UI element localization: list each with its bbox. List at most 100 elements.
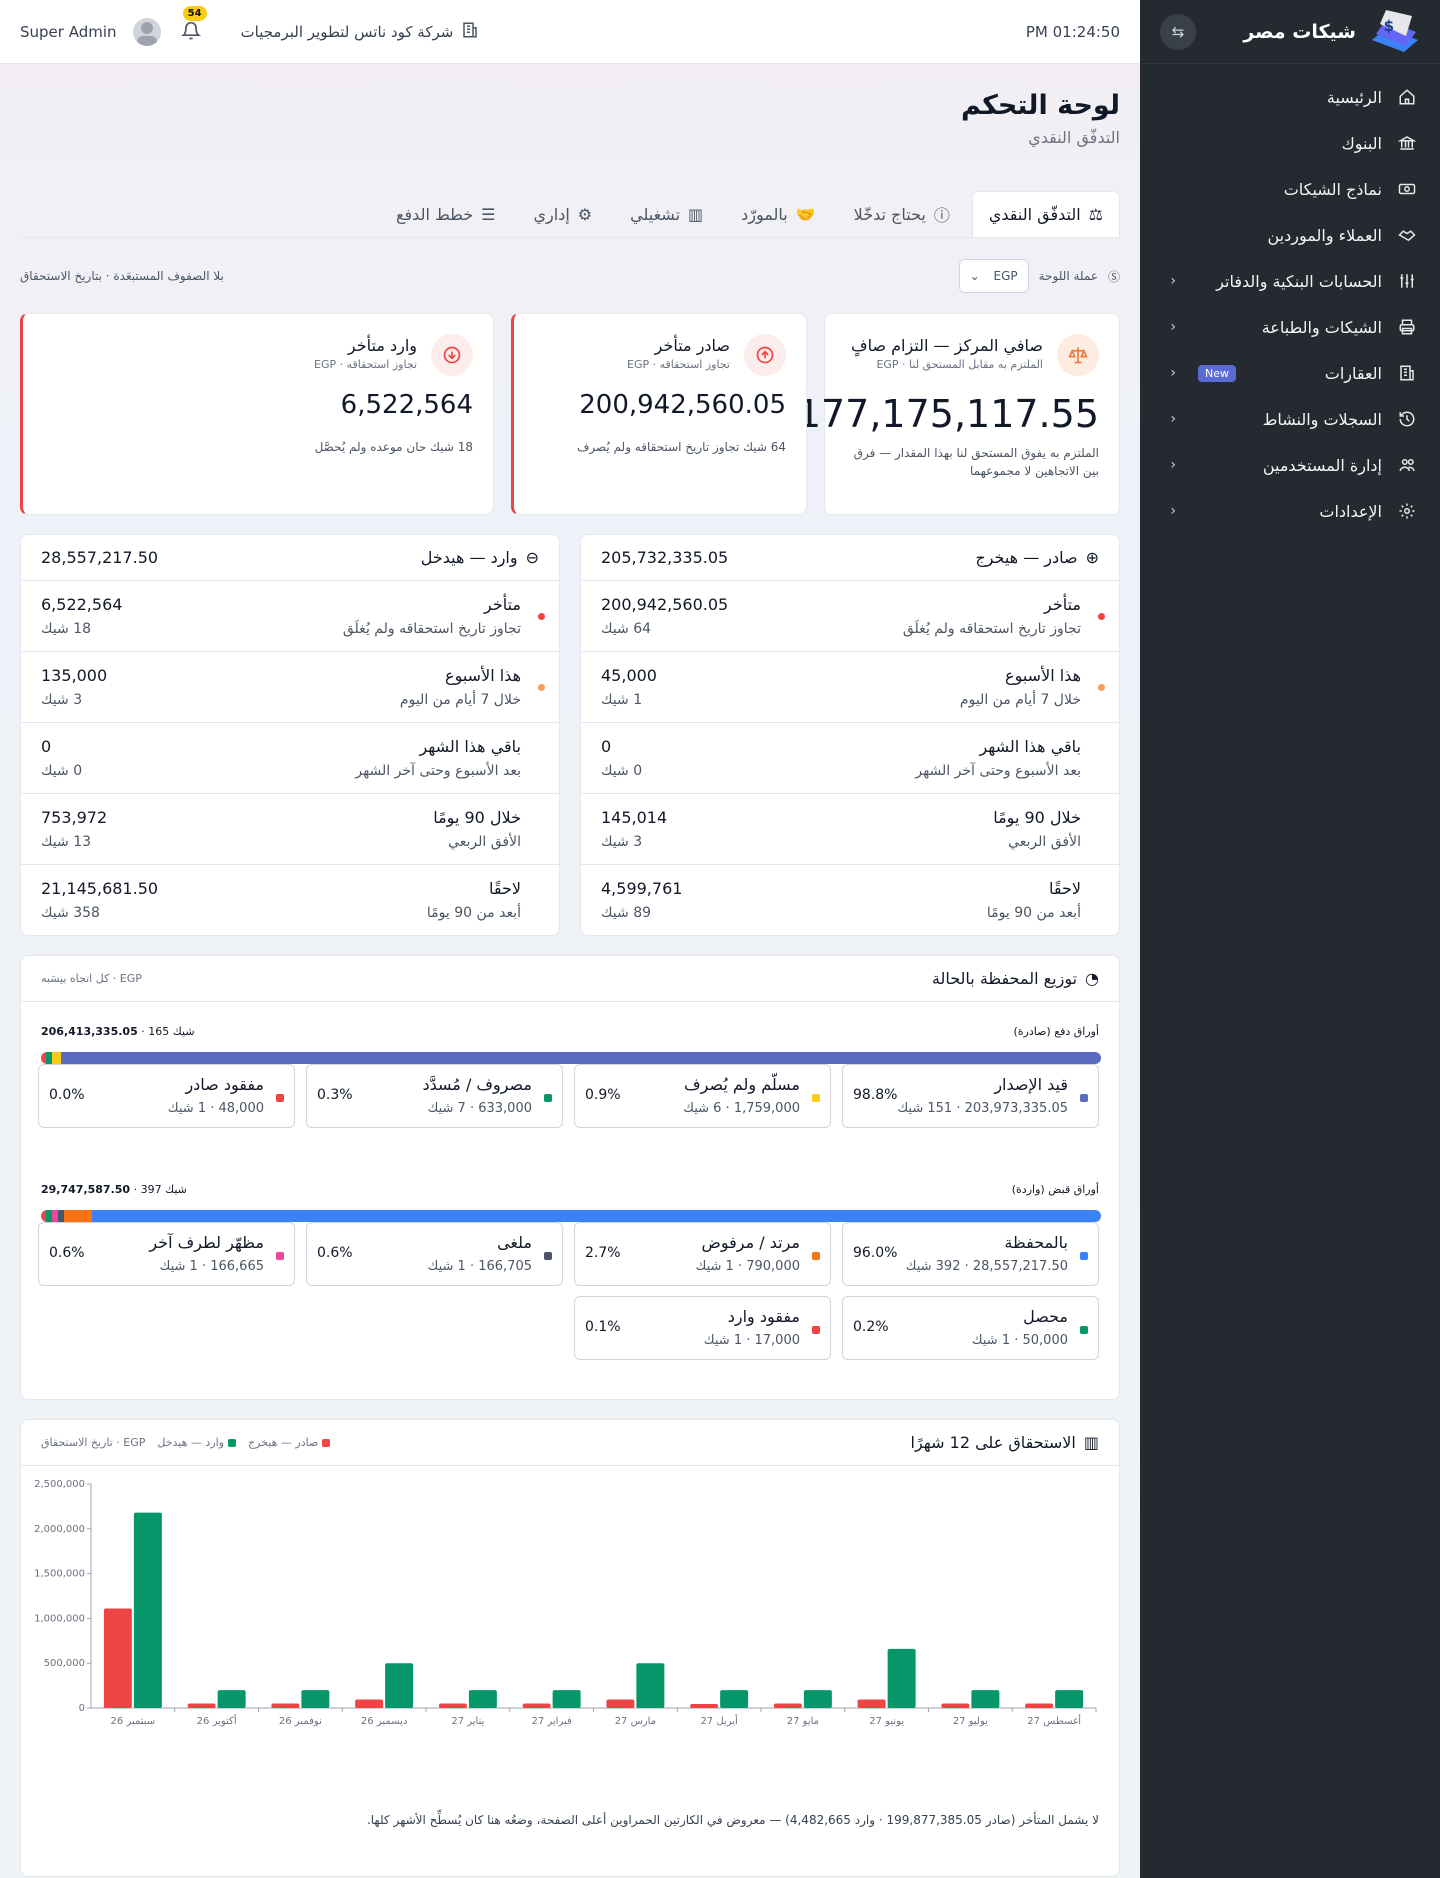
- company-selector[interactable]: شركة كود ناتس لتطوير البرمجيات: [241, 21, 480, 43]
- row-count: 64 شيك: [601, 621, 652, 637]
- sidebar-item-cheques-printing[interactable]: الشيكات والطباعة ‹: [1140, 304, 1440, 350]
- status-value: 28,557,217.50 · 392 شيك: [905, 1259, 1068, 1274]
- outflow-total: 205,732,335.05: [601, 548, 729, 567]
- status-tile: مسلّم ولم يُصرف 1,759,000 · 6 شيك 0.9%: [574, 1064, 831, 1128]
- bar-outflow[interactable]: [1025, 1703, 1054, 1708]
- bar-outflow[interactable]: [271, 1703, 300, 1708]
- user-name[interactable]: Super Admin: [20, 22, 117, 41]
- brand-logo-icon: $: [1368, 9, 1420, 54]
- card-title: وارد متأخر: [347, 336, 417, 355]
- bar-outflow[interactable]: [187, 1703, 216, 1708]
- company-name: شركة كود ناتس لتطوير البرمجيات: [240, 22, 454, 41]
- tab-needs-action[interactable]: ⓘ يحتاج تدخّلا: [838, 191, 966, 237]
- y-tick-label: 0: [79, 1703, 85, 1714]
- sidebar-item-clients-suppliers[interactable]: العملاء والموردين: [1140, 212, 1440, 258]
- bar-inflow[interactable]: [971, 1690, 1000, 1708]
- tabs-divider: [20, 237, 1120, 238]
- status-label: مظهّر لطرف آخر: [149, 1233, 264, 1252]
- card-description: 18 شيك حان موعده ولم يُحصَّل: [314, 440, 473, 454]
- tab-payment-plans[interactable]: ☰ خطط الدفع: [380, 191, 512, 237]
- arrow-up-circle-icon: ⊕: [1085, 548, 1099, 567]
- home-icon: [1396, 86, 1418, 108]
- y-tick-label: 2,000,000: [34, 1524, 85, 1535]
- bar-inflow[interactable]: [803, 1690, 832, 1708]
- chevron-left-icon: ‹: [1170, 457, 1176, 473]
- chevron-down-icon: ⌄: [969, 269, 980, 283]
- row-amount: 4,599,761: [601, 879, 683, 898]
- status-value: 166,705 · 1 شيك: [427, 1259, 532, 1274]
- sidebar-item-settings[interactable]: الإعدادات ‹: [1140, 488, 1440, 534]
- bar-inflow[interactable]: [887, 1648, 916, 1708]
- sidebar-item-home[interactable]: الرئيسية: [1140, 74, 1440, 120]
- card-description: 64 شيك تجاوز تاريخ استحقاقه ولم يُصرف: [576, 440, 786, 454]
- x-tick-label: يونيو 27: [869, 1716, 904, 1727]
- bar-inflow[interactable]: [468, 1690, 497, 1708]
- bar-inflow[interactable]: [720, 1690, 749, 1708]
- status-label: مرتد / مرفوض: [701, 1233, 800, 1252]
- bar-outflow[interactable]: [522, 1703, 551, 1708]
- row-label: لاحقًا: [489, 879, 521, 898]
- legend-label: وارد — هيدخل: [157, 1436, 225, 1449]
- x-tick-label: يوليو 27: [953, 1716, 988, 1727]
- sidebar-item-real-estate[interactable]: العقارات New ‹: [1140, 350, 1440, 396]
- bar-outflow[interactable]: [773, 1703, 802, 1708]
- tab-operational[interactable]: ▥ تشغيلي: [614, 191, 719, 237]
- tab-by-supplier[interactable]: 🤝 بالمورّد: [725, 191, 832, 237]
- receivable-group-total: 29,747,587.50 · 397 شيك: [41, 1183, 187, 1196]
- bar-inflow[interactable]: [301, 1690, 330, 1708]
- tab-label: تشغيلي: [630, 204, 681, 224]
- x-tick-label: مارس 27: [615, 1716, 656, 1727]
- sidebar-item-banks[interactable]: البنوك: [1140, 120, 1440, 166]
- sidebar-item-logs[interactable]: السجلات والنشاط ‹: [1140, 396, 1440, 442]
- status-tile: مصروف / مُسدَّد 633,000 · 7 شيك 0.3%: [306, 1064, 563, 1128]
- notifications-button[interactable]: 54: [177, 5, 207, 44]
- sidebar-item-cheque-templates[interactable]: نماذج الشيكات: [1140, 166, 1440, 212]
- bar-outflow[interactable]: [690, 1703, 719, 1708]
- card-subtitle: الملتزم به مقابل المستحق لنا · EGP: [876, 358, 1043, 371]
- sliders-icon: [1396, 270, 1418, 292]
- scale-icon: [1057, 334, 1099, 376]
- pie-chart-icon: ◔: [1085, 969, 1099, 988]
- scale-icon: ⚖: [1088, 205, 1103, 224]
- row-label: هذا الأسبوع: [445, 666, 521, 685]
- bar-inflow[interactable]: [1055, 1690, 1084, 1708]
- bar-inflow[interactable]: [133, 1512, 162, 1708]
- bar-outflow[interactable]: [438, 1703, 467, 1708]
- sidebar-item-bank-accounts[interactable]: الحسابات البنكية والدفاتر ‹: [1140, 258, 1440, 304]
- status-value: 17,000 · 1 شيك: [703, 1333, 800, 1348]
- currency-select[interactable]: ⌄ EGP: [958, 259, 1029, 293]
- status-label: مصروف / مُسدَّد: [422, 1075, 532, 1094]
- status-percent: 96.0%: [853, 1245, 898, 1261]
- bar-inflow[interactable]: [552, 1690, 581, 1708]
- status-value: 203,973,335.05 · 151 شيك: [897, 1101, 1068, 1116]
- sidebar-item-label: إدارة المستخدمين: [1262, 455, 1382, 475]
- tab-cashflow[interactable]: ⚖ التدفّق النقدي: [971, 191, 1120, 237]
- status-color-swatch: [1080, 1252, 1088, 1260]
- x-tick-label: مايو 27: [787, 1716, 819, 1727]
- bar-outflow[interactable]: [857, 1699, 886, 1708]
- avatar[interactable]: [132, 17, 161, 46]
- sidebar-item-users[interactable]: إدارة المستخدمين ‹: [1140, 442, 1440, 488]
- building-icon: [461, 21, 479, 43]
- flow-row: لاحقًا أبعد من 90 يومًا 4,599,761 89 شيك: [581, 865, 1119, 936]
- status-color-swatch: [276, 1252, 284, 1260]
- status-dot: [538, 826, 545, 833]
- sidebar-toggle-button[interactable]: ⇆: [1160, 13, 1196, 50]
- bar-segment: [41, 1210, 47, 1222]
- bar-inflow[interactable]: [385, 1663, 414, 1708]
- bar-outflow[interactable]: [606, 1699, 635, 1708]
- bar-outflow[interactable]: [941, 1703, 970, 1708]
- portfolio-header: ◔ توزيع المحفظة بالحالة EGP · كل اتجاه بن…: [21, 956, 1119, 1002]
- tab-administrative[interactable]: ⚙ إداري: [518, 191, 609, 237]
- sidebar-item-label: الحسابات البنكية والدفاتر: [1216, 271, 1382, 291]
- bar-outflow[interactable]: [103, 1608, 132, 1708]
- tab-label: بالمورّد: [741, 204, 788, 224]
- x-tick-label: ديسمبر 26: [361, 1716, 407, 1727]
- card-description: الملتزم به يفوق المستحق لنا بهذا المقدار…: [853, 446, 1099, 478]
- bar-outflow[interactable]: [355, 1699, 384, 1708]
- bar-inflow[interactable]: [217, 1690, 246, 1708]
- status-color-swatch: [1080, 1094, 1088, 1102]
- status-value: 166,665 · 1 شيك: [159, 1259, 264, 1274]
- flow-row: متأخر تجاوز تاريخ استحقاقه ولم يُغلَق 6,52…: [21, 581, 559, 652]
- bar-inflow[interactable]: [636, 1663, 665, 1708]
